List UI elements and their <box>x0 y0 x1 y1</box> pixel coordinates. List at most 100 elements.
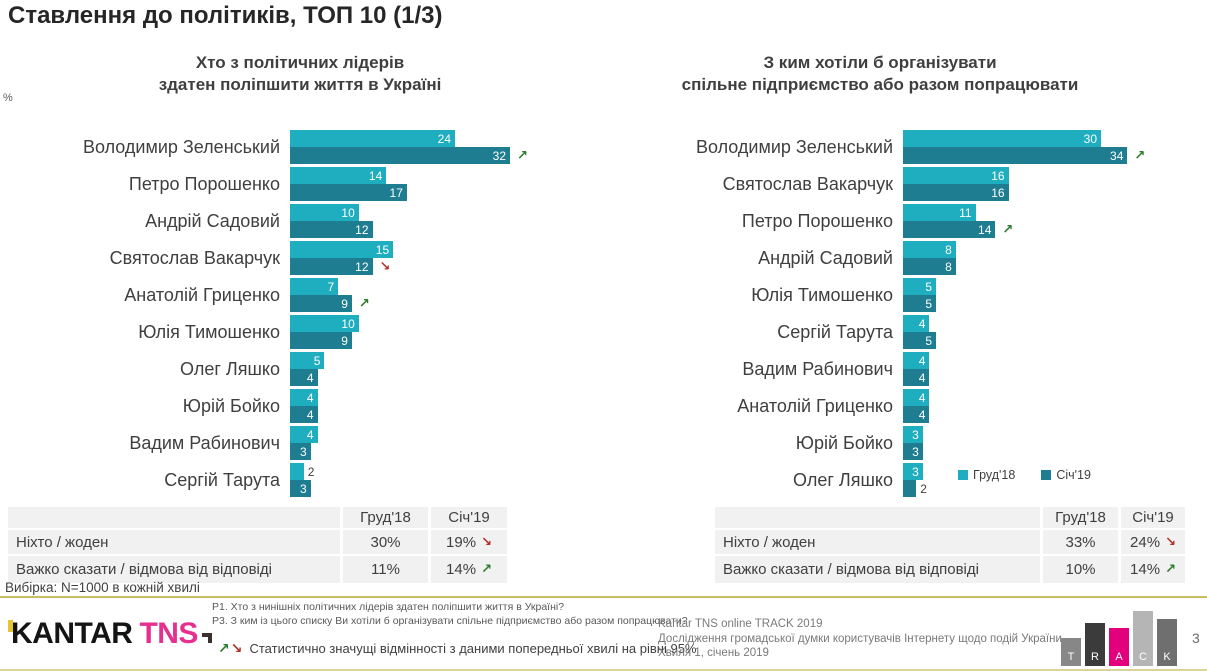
up-arrow-icon: ↗ <box>218 641 230 657</box>
trend-arrow-icon: ↘ <box>379 259 391 274</box>
bar-value: 2 <box>307 464 315 479</box>
bar-row: Андрій Садовий 10 12 <box>8 204 560 238</box>
legend-label-dec18: Груд'18 <box>973 468 1016 482</box>
bar-value: 30 <box>1083 131 1097 146</box>
bar-jan19: 4 <box>290 369 318 386</box>
bar-group: 30 34 ↗ <box>903 130 1185 164</box>
bar-value: 4 <box>918 316 926 331</box>
table-cell: 24% ↘ <box>1121 530 1185 554</box>
bar-value: 11 <box>959 205 972 220</box>
bar-value: 3 <box>299 481 307 496</box>
bar-row: Сергій Тарута 2 3 <box>8 463 560 497</box>
bar-jan19: 5 <box>903 295 936 312</box>
bar-group: 10 9 <box>290 315 560 349</box>
bar-value: 3 <box>912 427 919 442</box>
table-cell: 11% <box>343 556 428 583</box>
source-line: Дослідження громадської думки користувач… <box>658 632 1062 645</box>
bar-row: Володимир Зеленський 30 34 ↗ <box>640 130 1185 164</box>
bar-value: 3 <box>912 464 919 479</box>
bar-dec18: 7 <box>290 278 339 295</box>
table-cell: 30% <box>343 530 428 554</box>
bar-row: Святослав Вакарчук 15 12 ↘ <box>8 241 560 275</box>
category-label: Юлія Тимошенко <box>138 321 280 342</box>
bar-dec18: 10 <box>290 315 359 332</box>
sample-note: Вибірка: N=1000 в кожній хвилі <box>5 580 200 595</box>
bar-value: 4 <box>918 353 926 368</box>
category-label: Анатолій Гриценко <box>737 395 893 416</box>
kantar-wordmark: KANTAR <box>11 617 133 650</box>
bar-jan19: 14 ↗ <box>903 221 1013 238</box>
bar-group: 24 32 ↗ <box>290 130 560 164</box>
category-label: Сергій Тарута <box>777 321 893 342</box>
bar-value: 16 <box>991 185 1005 200</box>
track-block-t: T <box>1061 638 1081 666</box>
bar-value: 5 <box>925 333 932 348</box>
category-label: Святослав Вакарчук <box>722 173 893 194</box>
category-label: Юрій Бойко <box>182 395 280 416</box>
bar-jan19: 9 <box>290 332 352 349</box>
track-block-c: C <box>1133 611 1153 666</box>
category-label: Петро Порошенко <box>128 173 280 194</box>
table-cell <box>8 507 340 528</box>
bar-jan19: 9 ↗ <box>290 295 370 312</box>
category-label: Святослав Вакарчук <box>109 247 280 268</box>
page-number: 3 <box>1192 630 1200 646</box>
trend-arrow-icon: ↘ <box>481 534 492 550</box>
bar-dec18: 24 <box>290 130 455 147</box>
trend-arrow-icon: ↗ <box>1002 222 1014 237</box>
bar-value: 4 <box>918 390 926 405</box>
bar-value: 15 <box>375 242 390 257</box>
question-notes: Р1. Хто з нинішніх політичних лідерів зд… <box>212 600 688 628</box>
footer-divider <box>0 596 1207 598</box>
bar-dec18: 4 <box>290 426 318 443</box>
source-block: Kantar TNS online TRACK 2019 Дослідження… <box>658 617 1062 661</box>
bar-group: 16 16 <box>903 167 1185 201</box>
bar-jan19: 12 ↘ <box>290 258 390 275</box>
track-block-a: A <box>1109 628 1129 666</box>
bar-value: 12 <box>355 222 369 237</box>
left-summary-table: Груд'18 Січ'19 Ніхто / жоден 30% 19% ↘ В… <box>8 507 507 583</box>
bar-dec18: 5 <box>290 352 325 369</box>
bar-row: Вадим Рабинович 4 4 <box>640 352 1185 386</box>
table-cell: 14% ↗ <box>1121 556 1185 583</box>
bar-value: 4 <box>306 370 314 385</box>
bar-value: 17 <box>389 185 403 200</box>
bar-group: 11 14 ↗ <box>903 204 1185 238</box>
chart-legend: Груд'18 Січ'19 <box>958 468 1091 482</box>
bar-row: Юрій Бойко 3 3 <box>640 426 1185 460</box>
table-header: Січ'19 <box>431 507 507 528</box>
table-cell: 14% ↗ <box>431 556 507 583</box>
bar-jan19: 17 <box>290 184 407 201</box>
category-label: Андрій Садовий <box>145 210 280 231</box>
trend-arrow-icon: ↗ <box>481 562 492 577</box>
legend-item-jan19: Січ'19 <box>1041 468 1091 482</box>
bottom-divider <box>0 669 1207 671</box>
bar-jan19: 4 <box>903 369 930 386</box>
category-label: Вадим Рабинович <box>742 358 893 379</box>
bar-row: Святослав Вакарчук 16 16 <box>640 167 1185 201</box>
bar-row: Анатолій Гриценко 7 9 ↗ <box>8 278 560 312</box>
bar-value: 8 <box>945 259 952 274</box>
bar-value: 5 <box>313 353 321 368</box>
bar-group: 15 12 ↘ <box>290 241 560 275</box>
left-chart-title: Хто з політичних лідерів здатен поліпшит… <box>158 53 442 94</box>
category-label: Юрій Бойко <box>795 432 893 453</box>
bar-dec18: 8 <box>903 241 956 258</box>
trend-arrow-icon: ↗ <box>1134 148 1146 163</box>
tns-wordmark: TNS <box>139 617 198 650</box>
bar-value: 5 <box>925 279 932 294</box>
table-cell: 19% ↘ <box>431 530 507 554</box>
bar-dec18: 16 <box>903 167 1009 184</box>
bar-dec18: 4 <box>903 315 930 332</box>
category-label: Сергій Тарута <box>164 469 280 490</box>
bar-jan19: 3 <box>290 480 311 497</box>
bar-value: 4 <box>306 390 314 405</box>
